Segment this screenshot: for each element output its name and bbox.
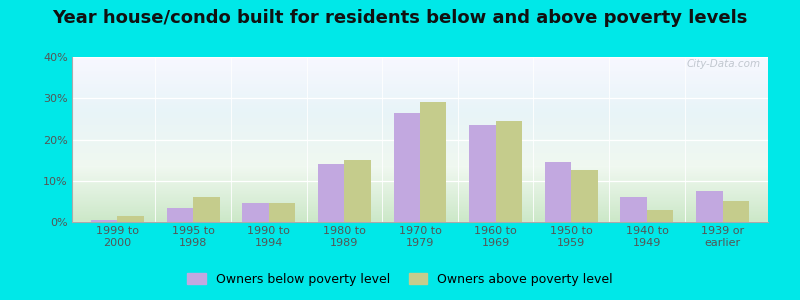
Bar [571, 170, 598, 222]
Bar [545, 162, 571, 222]
Bar [344, 160, 371, 222]
Bar [722, 201, 749, 222]
Legend: Owners below poverty level, Owners above poverty level: Owners below poverty level, Owners above… [182, 268, 618, 291]
Bar [647, 210, 674, 222]
Bar [496, 121, 522, 222]
Bar [469, 125, 496, 222]
Bar [696, 191, 722, 222]
Bar [269, 203, 295, 222]
Bar [193, 197, 219, 222]
Bar [91, 220, 118, 222]
Bar [166, 208, 193, 222]
Bar [118, 216, 144, 222]
Bar [394, 113, 420, 222]
Bar [318, 164, 344, 222]
Bar [242, 203, 269, 222]
Bar [420, 102, 446, 222]
Bar [621, 197, 647, 222]
Text: City-Data.com: City-Data.com [687, 58, 761, 69]
Text: Year house/condo built for residents below and above poverty levels: Year house/condo built for residents bel… [52, 9, 748, 27]
